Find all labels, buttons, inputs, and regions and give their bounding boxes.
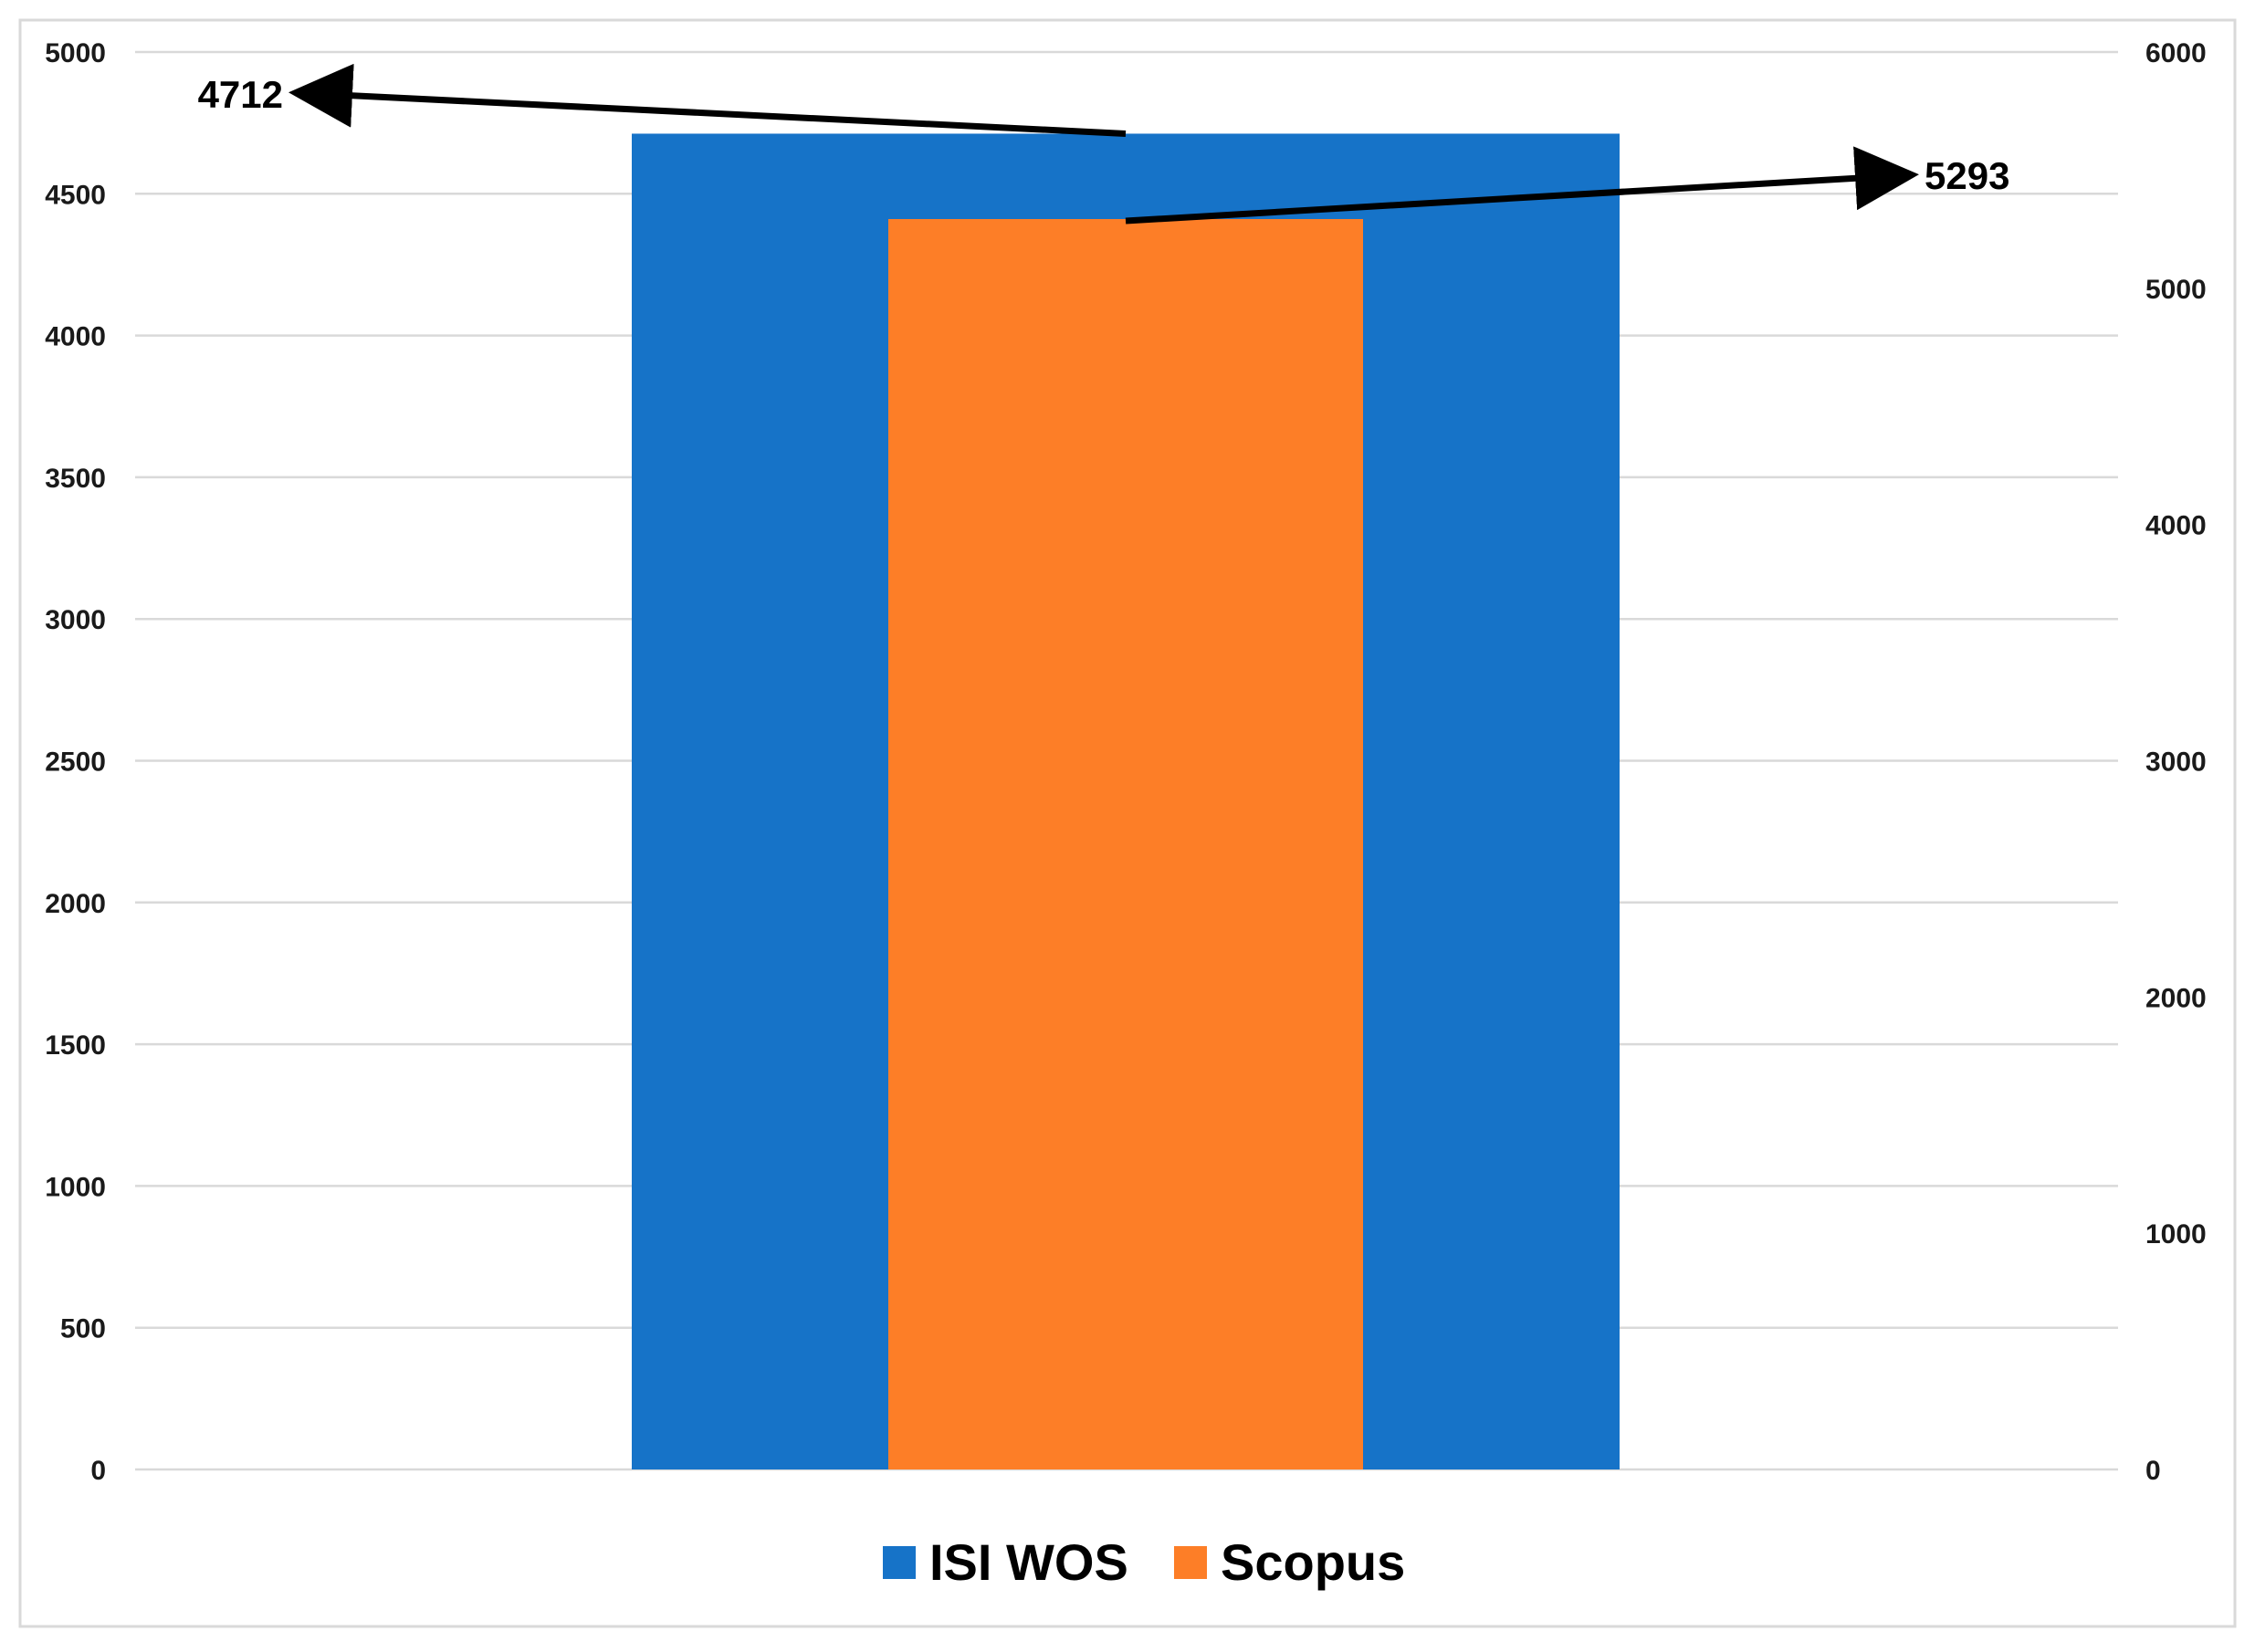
annotation-arrow-scopus — [1125, 146, 1919, 225]
left-axis-tick-label: 500 — [60, 1314, 106, 1344]
left-axis-tick-label: 4000 — [45, 322, 106, 352]
legend-label-scopus: Scopus — [1221, 1533, 1405, 1591]
bar-scopus — [888, 218, 1363, 1470]
left-axis-tick-label: 3000 — [45, 605, 106, 635]
right-axis-tick-label: 5000 — [2145, 275, 2207, 305]
right-axis-tick-label: 4000 — [2145, 511, 2207, 541]
left-axis-tick-label: 1500 — [45, 1030, 106, 1061]
right-axis-tick-label: 1000 — [2145, 1219, 2207, 1249]
left-axis-tick-label: 1000 — [45, 1172, 106, 1202]
left-axis-tick-label: 0 — [90, 1456, 106, 1486]
left-axis-tick-label: 2000 — [45, 889, 106, 919]
data-label-isi-wos: 4712 — [198, 73, 283, 116]
left-axis-tick-label: 5000 — [45, 38, 106, 68]
data-label-scopus: 5293 — [1925, 154, 2009, 197]
legend-swatch-scopus — [1174, 1546, 1207, 1579]
left-axis-tick-label: 2500 — [45, 748, 106, 778]
right-axis-tick-label: 0 — [2145, 1456, 2161, 1486]
left-axis-tick-label: 3500 — [45, 464, 106, 494]
right-axis-tick-label: 2000 — [2145, 983, 2207, 1013]
annotation-arrow-isi-wos — [288, 63, 1127, 137]
right-axis-tick-label: 3000 — [2145, 748, 2207, 778]
right-axis-tick-label: 6000 — [2145, 38, 2207, 68]
left-axis-tick-label: 4500 — [45, 180, 106, 210]
legend-swatch-isi-wos — [883, 1546, 916, 1579]
legend-label-isi-wos: ISI WOS — [929, 1533, 1128, 1591]
